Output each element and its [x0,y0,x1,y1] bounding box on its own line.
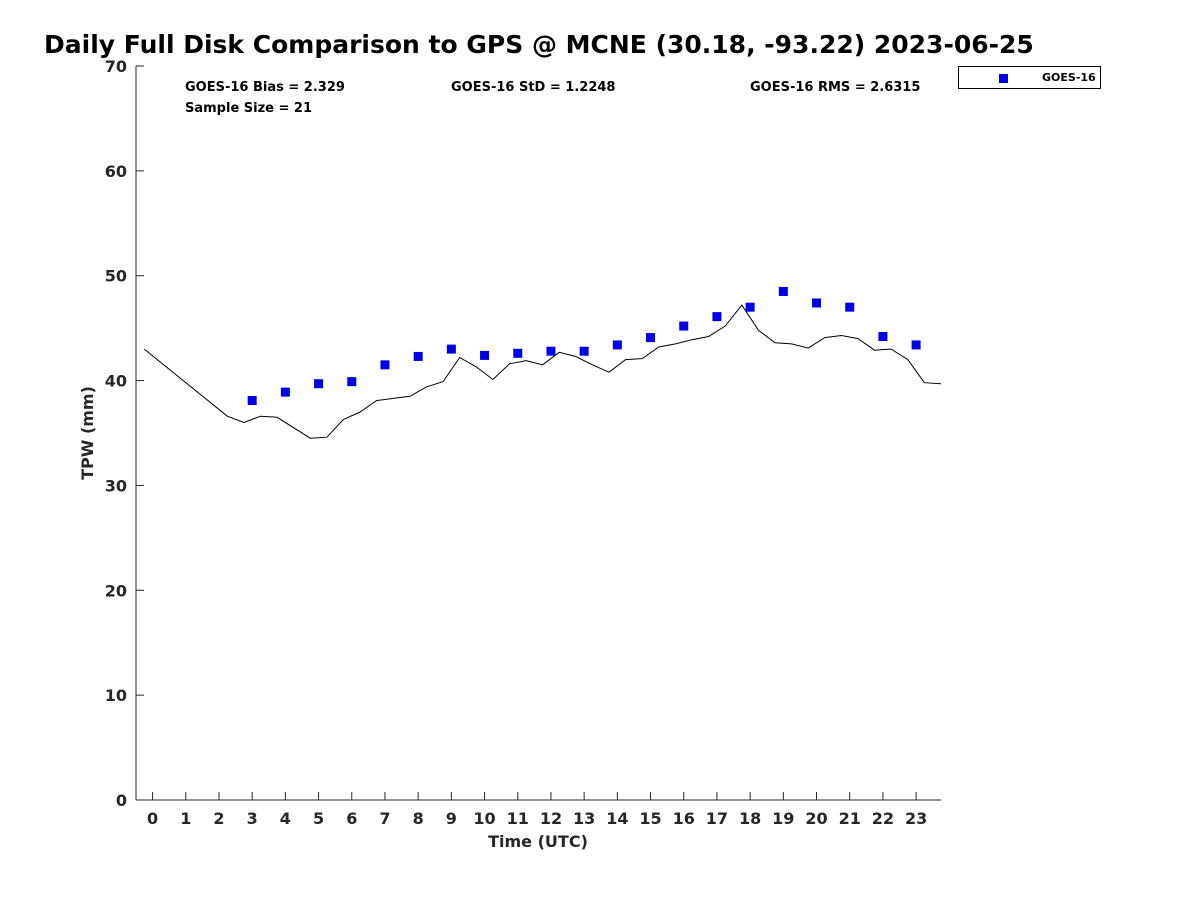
x-tick-label: 22 [872,809,894,828]
goes16-point [347,377,357,387]
goes16-point [612,340,622,350]
goes16-point [314,379,324,389]
x-tick-label: 11 [507,809,529,828]
x-tick-label: 14 [606,809,628,828]
x-tick-label: 9 [446,809,457,828]
y-tick-label: 60 [105,162,127,181]
x-tick-label: 1 [180,809,191,828]
x-tick-label: 5 [313,809,324,828]
goes16-point [280,387,290,397]
x-tick-label: 23 [905,809,927,828]
data-marks [143,286,942,439]
y-tick-label: 30 [105,476,127,495]
x-tick-label: 18 [739,809,761,828]
legend: GOES-16 [958,66,1101,89]
goes16-point [546,346,556,356]
goes16-point [812,298,822,308]
x-tick-label: 15 [639,809,661,828]
chart-title: Daily Full Disk Comparison to GPS @ MCNE… [44,30,1034,59]
goes16-point [247,395,257,405]
x-tick-label: 3 [247,809,258,828]
legend-label-goes16: GOES-16 [1042,71,1096,84]
goes16-point [778,286,788,296]
x-tick-label: 17 [706,809,728,828]
x-tick-label: 7 [379,809,390,828]
goes16-point [679,321,689,331]
bias-stat: GOES-16 Bias = 2.329 [185,80,345,95]
goes16-point [579,346,589,356]
goes16-point [413,351,423,361]
goes16-point [845,302,855,312]
goes16-point [480,350,490,360]
x-tick-label: 19 [772,809,794,828]
y-tick-label: 50 [105,267,127,286]
y-tick-label: 10 [105,686,127,705]
x-tick-label: 21 [839,809,861,828]
y-tick-label: 40 [105,372,127,391]
x-tick-label: 2 [213,809,224,828]
goes16-point [712,312,722,322]
goes16-point [513,348,523,358]
legend-marker-goes16 [999,74,1008,83]
goes16-point [878,332,888,342]
x-tick-label: 0 [147,809,158,828]
x-tick-label: 6 [346,809,357,828]
rms-stat: GOES-16 RMS = 2.6315 [750,80,921,95]
x-tick-label: 13 [573,809,595,828]
x-tick-label: 8 [413,809,424,828]
y-tick-label: 70 [105,57,127,76]
y-axis-label: TPW (mm) [78,386,97,480]
x-tick-label: 4 [280,809,291,828]
y-tick-label: 20 [105,581,127,600]
gps-line [143,304,942,439]
goes16-point [446,344,456,354]
x-tick-label: 12 [540,809,562,828]
x-tick-label: 20 [805,809,827,828]
sample-size-stat: Sample Size = 21 [185,101,313,116]
goes16-point [646,333,656,343]
std-stat: GOES-16 StD = 1.2248 [451,80,616,95]
goes16-point [380,360,390,370]
y-tick-label: 0 [116,791,127,810]
x-tick-label: 10 [473,809,495,828]
x-tick-label: 16 [673,809,695,828]
goes16-point [745,302,755,312]
goes16-point [911,340,921,350]
x-axis-label: Time (UTC) [488,832,588,851]
